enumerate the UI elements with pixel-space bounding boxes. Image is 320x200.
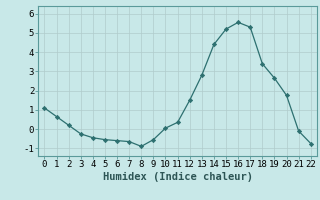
X-axis label: Humidex (Indice chaleur): Humidex (Indice chaleur) bbox=[103, 172, 252, 182]
